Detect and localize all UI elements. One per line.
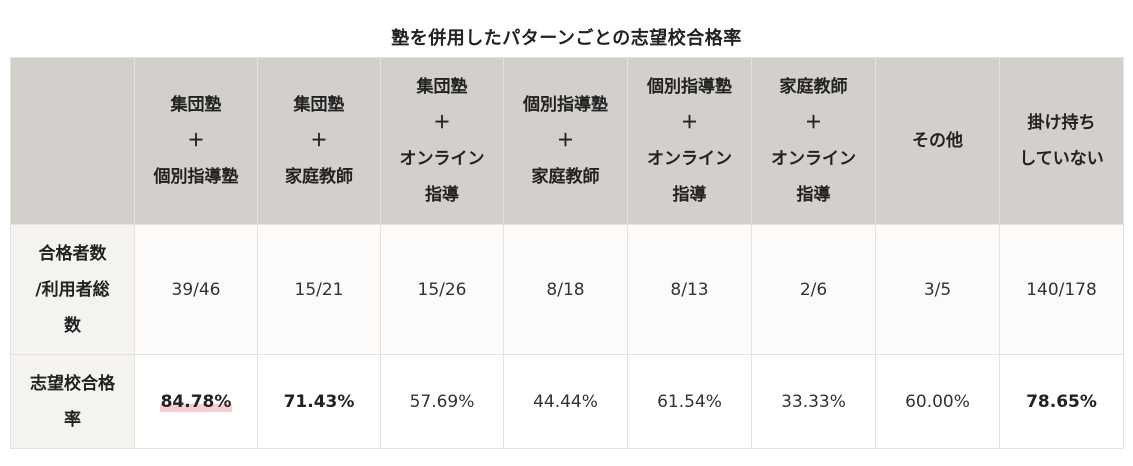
pass-rate-table: 集団塾＋個別指導塾 集団塾＋家庭教師 集団塾＋オンライン 指導 個別指導塾＋家庭教…: [10, 57, 1124, 449]
pass-count-cell: 8/18: [503, 224, 628, 355]
column-header: 家庭教師 ＋ オンライン指導: [751, 57, 876, 225]
column-header: その他: [875, 57, 1000, 225]
header-line: 指導: [672, 185, 707, 205]
pass-rate-cell: 33.33%: [751, 354, 876, 449]
pass-rate-cell: 44.44%: [503, 354, 628, 449]
pass-count-cell: 15/26: [380, 224, 504, 355]
row-header: 合格者数/利用者総数: [10, 224, 135, 355]
header-line: 掛け持ち: [1027, 113, 1096, 133]
pass-rate-value: 78.65%: [1026, 391, 1097, 412]
header-line: 個別指導塾: [523, 95, 608, 115]
header-line: していない: [1019, 149, 1104, 169]
header-line: 集団塾: [416, 77, 468, 97]
pass-rate-cell: 84.78%: [134, 354, 258, 449]
pass-rate-value: 33.33%: [781, 391, 846, 412]
header-line: その他: [912, 131, 963, 151]
column-header: 個別指導塾 ＋ 家庭教師: [503, 57, 628, 225]
header-line: 集団塾: [293, 95, 345, 115]
header-line: オンライン: [771, 149, 856, 169]
header-line: ＋: [681, 113, 698, 133]
pass-rate-cell: 61.54%: [627, 354, 752, 449]
column-header: 掛け持ち していない: [999, 57, 1124, 225]
pass-count-cell: 15/21: [257, 224, 381, 355]
header-line: 合格者数: [38, 243, 107, 264]
header-line: 指導: [796, 185, 831, 205]
header-line: 集団塾: [170, 95, 222, 115]
header-line: オンライン: [399, 149, 485, 169]
pass-rate-row: 志望校合格率 84.78% 71.43% 57.69% 44.44% 61.54…: [10, 354, 1124, 449]
header-line: ＋: [433, 113, 451, 133]
pass-count-cell: 3/5: [875, 224, 1000, 355]
header-line: 数: [64, 315, 81, 336]
pass-rate-value: 84.78%: [159, 391, 233, 412]
column-header: 集団塾 ＋ 個別指導塾: [134, 57, 258, 225]
pass-rate-cell: 60.00%: [875, 354, 1000, 449]
header-line: ＋: [310, 131, 328, 151]
header-line: ＋: [187, 131, 205, 151]
pass-count-cell: 140/178: [999, 224, 1124, 355]
header-line: 志望校合格: [30, 373, 115, 394]
pass-count-cell: 2/6: [751, 224, 876, 355]
pass-rate-cell: 78.65%: [999, 354, 1124, 449]
header-line: ＋: [557, 131, 574, 151]
pass-rate-cell: 57.69%: [380, 354, 504, 449]
header-line: 家庭教師: [779, 77, 848, 97]
pass-count-cell: 8/13: [627, 224, 752, 355]
header-line: 家庭教師: [285, 167, 353, 187]
pass-rate-value: 44.44%: [533, 391, 598, 412]
pass-count-row: 合格者数/利用者総数 39/46 15/21 15/26 8/18 8/13 2…: [10, 224, 1124, 355]
pass-rate-value: 61.54%: [657, 391, 722, 412]
pass-rate-value: 60.00%: [905, 391, 970, 412]
column-header: 集団塾 ＋ 家庭教師: [257, 57, 381, 225]
table-title: 塾を併用したパターンごとの志望校合格率: [391, 28, 742, 49]
pass-count-cell: 39/46: [134, 224, 258, 355]
header-line: 個別指導塾: [647, 77, 732, 97]
header-line: オンライン: [647, 149, 732, 169]
pass-rate-value: 57.69%: [409, 391, 475, 412]
pass-rate-cell: 71.43%: [257, 354, 381, 449]
header-line: /利用者総: [35, 279, 110, 300]
header-line: 個別指導塾: [153, 167, 239, 187]
column-header: 個別指導塾 ＋ オンライン指導: [627, 57, 752, 225]
row-header: 志望校合格率: [10, 354, 135, 449]
corner-cell: [10, 57, 135, 225]
column-header: 集団塾 ＋ オンライン指導: [380, 57, 504, 225]
header-line: 率: [64, 409, 81, 430]
header-row: 集団塾＋個別指導塾 集団塾＋家庭教師 集団塾＋オンライン 指導 個別指導塾＋家庭教…: [10, 57, 1124, 225]
header-line: ＋: [805, 113, 822, 133]
header-line: 家庭教師: [531, 167, 600, 187]
pass-rate-value: 71.43%: [283, 391, 355, 412]
header-line: 指導: [425, 185, 459, 205]
